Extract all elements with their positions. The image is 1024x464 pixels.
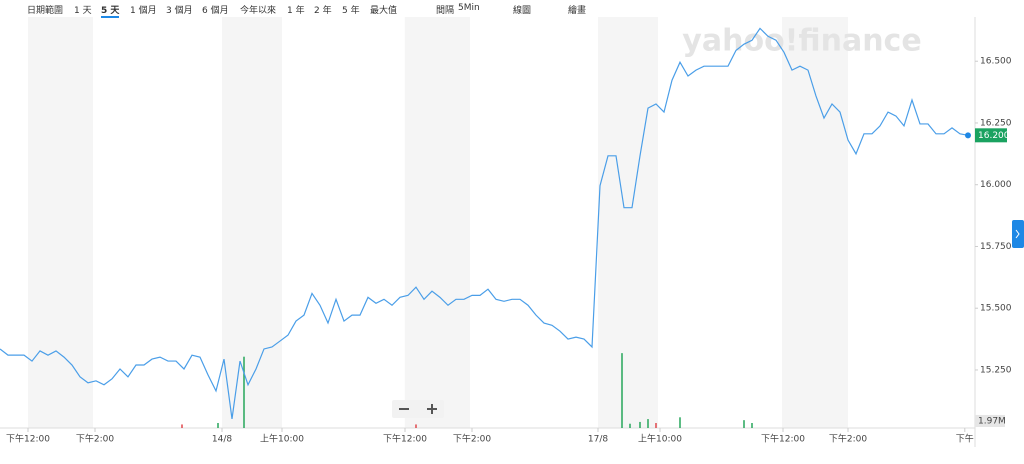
session-band (782, 17, 848, 428)
x-tick-label: 下午2:00 (453, 433, 491, 445)
toolbar-item[interactable]: 3 個月 (166, 6, 193, 16)
zoom-controls[interactable] (392, 400, 444, 418)
volume-bar (679, 417, 681, 428)
toolbar-item[interactable]: 間隔 (436, 6, 455, 16)
y-tick-label: 16.500 (980, 57, 1012, 67)
toolbar: 日期範圍 1 天 5 天 1 個月 3 個月 6 個月 今年以來 1 年 2 年 5 年最大值 間隔… (0, 0, 1024, 18)
x-tick-label: 下午2:00 (829, 433, 867, 445)
x-tick-label: 下午 (956, 433, 974, 445)
y2-tick-label: 1.97M (978, 416, 1006, 426)
volume-bar (217, 423, 219, 428)
toolbar-item[interactable]: 5 天 (101, 3, 120, 18)
toolbar-item[interactable]: 日期範圍 (27, 6, 64, 16)
x-tick-label: 下午2:00 (76, 433, 114, 445)
x-tick-label: 下午12:00 (383, 433, 427, 445)
x-tick-label: 上午10:00 (260, 433, 304, 445)
side-tab[interactable] (1012, 220, 1024, 248)
session-band (598, 17, 658, 428)
session-band (404, 17, 470, 428)
volume-bar (743, 420, 745, 428)
y-tick-label: 15.750 (980, 242, 1012, 252)
toolbar-item[interactable]: 1 個月 (130, 6, 157, 16)
toolbar-item[interactable]: 最大值 (370, 6, 398, 16)
x-tick-label: 14/8 (212, 435, 232, 445)
volume-bar (243, 356, 245, 428)
y-tick-label: 15.250 (980, 365, 1012, 375)
volume-bar (639, 421, 641, 428)
volume-bar (751, 423, 753, 428)
y2-tick-box (975, 414, 1005, 427)
volume-bar (629, 423, 631, 428)
toolbar-item[interactable]: 1 天 (74, 6, 92, 16)
current-price-box (975, 128, 1007, 143)
toolbar-item[interactable]: 繪畫 (568, 6, 587, 16)
x-tick-label: 17/8 (588, 435, 608, 445)
session-band (222, 17, 282, 428)
toolbar-item[interactable]: 1 年 (287, 6, 305, 16)
volume-bar (647, 419, 649, 428)
x-tick-label: 下午12:00 (761, 433, 805, 445)
y-tick-label: 16.000 (980, 180, 1012, 190)
chart: yahoo!finance 15.250 15.500 15.750 16.000 16… (0, 17, 1024, 447)
toolbar-item[interactable]: 6 個月 (202, 6, 229, 16)
volume-bar (655, 423, 657, 428)
toolbar-item[interactable]: 5 年 (342, 6, 360, 16)
y-tick-label: 16.250 (980, 118, 1012, 128)
volume-bar (415, 424, 417, 428)
y-tick-label: 15.500 (980, 304, 1012, 314)
x-tick-label: 上午10:00 (638, 433, 682, 445)
x-tick-label: 下午12:00 (6, 433, 50, 445)
toolbar-item[interactable]: 2 年 (314, 6, 332, 16)
volume-bar (181, 424, 183, 428)
session-band (28, 17, 93, 428)
side-tab-arrow[interactable] (1015, 229, 1020, 239)
toolbar-item[interactable]: 今年以來 (240, 6, 277, 16)
volume-bar (621, 353, 623, 428)
toolbar-item[interactable]: 線圖 (513, 6, 532, 16)
price-line (0, 27, 969, 419)
last-point (965, 132, 971, 139)
toolbar-item[interactable]: 5Min (458, 3, 480, 13)
current-price-label: 16.200 (978, 131, 1010, 141)
watermark: yahoo!finance (682, 24, 921, 59)
